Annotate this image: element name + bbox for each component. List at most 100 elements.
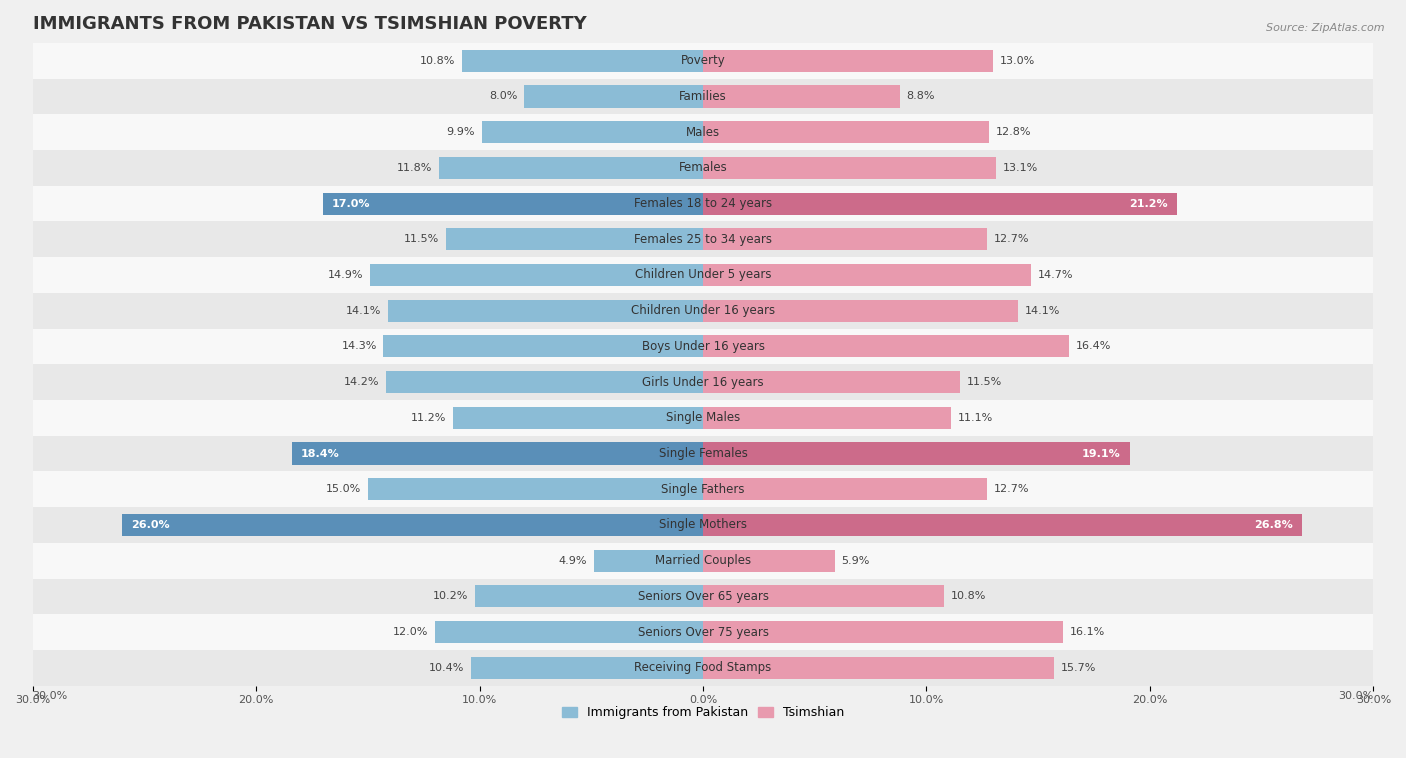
Text: Single Mothers: Single Mothers (659, 518, 747, 531)
Text: 10.2%: 10.2% (433, 591, 468, 601)
Text: 11.2%: 11.2% (411, 413, 446, 423)
Bar (32, 614, 1374, 650)
Text: 15.0%: 15.0% (326, 484, 361, 494)
Text: Families: Families (679, 90, 727, 103)
Bar (385, 371, 703, 393)
Text: Single Females: Single Females (658, 447, 748, 460)
Text: 21.2%: 21.2% (1129, 199, 1168, 208)
Text: 12.8%: 12.8% (995, 127, 1031, 137)
Text: 18.4%: 18.4% (301, 449, 339, 459)
Text: Seniors Over 65 years: Seniors Over 65 years (637, 590, 769, 603)
Bar (453, 407, 703, 429)
Bar (446, 228, 703, 250)
Bar (703, 407, 950, 429)
Text: Seniors Over 75 years: Seniors Over 75 years (637, 625, 769, 638)
Text: 11.5%: 11.5% (967, 377, 1002, 387)
Text: 14.1%: 14.1% (346, 305, 381, 316)
Text: 10.8%: 10.8% (419, 56, 456, 66)
Text: 26.8%: 26.8% (1254, 520, 1294, 530)
Bar (703, 50, 994, 72)
Bar (703, 656, 1054, 679)
Text: 11.5%: 11.5% (404, 234, 439, 244)
Text: 4.9%: 4.9% (558, 556, 586, 565)
Bar (703, 478, 987, 500)
Bar (703, 157, 995, 179)
Bar (368, 478, 703, 500)
Bar (439, 157, 703, 179)
Bar (703, 621, 1063, 643)
Bar (524, 86, 703, 108)
Bar (32, 293, 1374, 328)
Text: 12.0%: 12.0% (392, 627, 429, 637)
Text: Females: Females (679, 161, 727, 174)
Text: 16.4%: 16.4% (1076, 341, 1112, 352)
Bar (32, 365, 1374, 400)
Text: 12.7%: 12.7% (994, 484, 1029, 494)
Text: 15.7%: 15.7% (1060, 662, 1095, 673)
Text: Poverty: Poverty (681, 55, 725, 67)
Text: Married Couples: Married Couples (655, 554, 751, 567)
Bar (703, 299, 1018, 322)
Text: 8.8%: 8.8% (907, 92, 935, 102)
Text: Males: Males (686, 126, 720, 139)
Bar (703, 514, 1302, 536)
Text: 13.0%: 13.0% (1000, 56, 1035, 66)
Bar (32, 221, 1374, 257)
Text: Children Under 16 years: Children Under 16 years (631, 304, 775, 317)
Bar (32, 507, 1374, 543)
Text: IMMIGRANTS FROM PAKISTAN VS TSIMSHIAN POVERTY: IMMIGRANTS FROM PAKISTAN VS TSIMSHIAN PO… (32, 15, 586, 33)
Text: Single Males: Single Males (666, 412, 740, 424)
Text: 16.1%: 16.1% (1070, 627, 1105, 637)
Bar (32, 578, 1374, 614)
Bar (32, 79, 1374, 114)
Text: 14.3%: 14.3% (342, 341, 377, 352)
Bar (32, 43, 1374, 79)
Bar (122, 514, 703, 536)
Text: 8.0%: 8.0% (489, 92, 517, 102)
Text: 12.7%: 12.7% (994, 234, 1029, 244)
Bar (388, 299, 703, 322)
Bar (434, 621, 703, 643)
Bar (703, 228, 987, 250)
Legend: Immigrants from Pakistan, Tsimshian: Immigrants from Pakistan, Tsimshian (557, 701, 849, 725)
Text: 14.1%: 14.1% (1025, 305, 1060, 316)
Text: Girls Under 16 years: Girls Under 16 years (643, 376, 763, 389)
Text: Single Fathers: Single Fathers (661, 483, 745, 496)
Text: Females 18 to 24 years: Females 18 to 24 years (634, 197, 772, 210)
Text: 14.7%: 14.7% (1038, 270, 1074, 280)
Bar (593, 550, 703, 572)
Text: 14.2%: 14.2% (343, 377, 380, 387)
Text: 14.9%: 14.9% (328, 270, 363, 280)
Text: 11.8%: 11.8% (398, 163, 433, 173)
Text: 30.0%: 30.0% (32, 691, 67, 701)
Bar (703, 86, 900, 108)
Text: Boys Under 16 years: Boys Under 16 years (641, 340, 765, 353)
Bar (32, 650, 1374, 686)
Text: Children Under 5 years: Children Under 5 years (634, 268, 772, 281)
Bar (370, 264, 703, 286)
Bar (32, 543, 1374, 578)
Bar (32, 328, 1374, 365)
Bar (32, 471, 1374, 507)
Text: Source: ZipAtlas.com: Source: ZipAtlas.com (1267, 23, 1385, 33)
Bar (703, 193, 1177, 215)
Text: Females 25 to 34 years: Females 25 to 34 years (634, 233, 772, 246)
Bar (292, 443, 703, 465)
Text: 30.0%: 30.0% (1339, 691, 1374, 701)
Bar (323, 193, 703, 215)
Text: 9.9%: 9.9% (447, 127, 475, 137)
Bar (703, 121, 988, 143)
Text: 5.9%: 5.9% (842, 556, 870, 565)
Bar (703, 371, 960, 393)
Text: 10.4%: 10.4% (429, 662, 464, 673)
Bar (703, 443, 1130, 465)
Bar (471, 656, 703, 679)
Bar (32, 436, 1374, 471)
Text: 10.8%: 10.8% (950, 591, 987, 601)
Bar (461, 50, 703, 72)
Text: 19.1%: 19.1% (1083, 449, 1121, 459)
Bar (32, 186, 1374, 221)
Bar (703, 335, 1070, 358)
Text: 17.0%: 17.0% (332, 199, 371, 208)
Bar (703, 585, 945, 607)
